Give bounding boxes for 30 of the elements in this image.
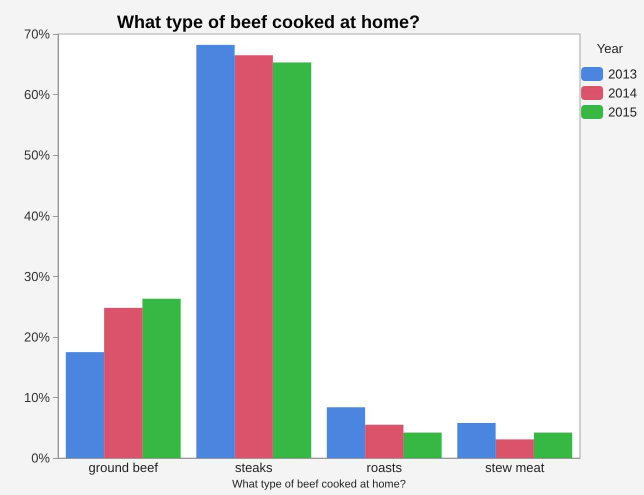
bar <box>403 432 442 458</box>
bar <box>142 298 181 458</box>
x-tick-label: stew meat <box>485 460 545 476</box>
y-tick-label: 50% <box>24 148 50 163</box>
y-tick-label: 70% <box>24 26 50 42</box>
bar <box>534 432 572 458</box>
bar <box>272 62 312 458</box>
bar <box>457 422 496 458</box>
y-tick-label: 0% <box>31 450 50 466</box>
bar <box>365 424 404 458</box>
chart-title: What type of beef cooked at home? <box>117 12 420 32</box>
y-tick-label: 10% <box>24 390 50 406</box>
bar <box>234 55 273 458</box>
x-tick-label: ground beef <box>88 460 158 476</box>
x-tick-label: roasts <box>366 460 402 476</box>
x-tick-label: steaks <box>234 460 274 476</box>
y-tick-label: 20% <box>24 329 50 344</box>
y-tick-label: 40% <box>24 208 50 224</box>
y-tick-label: 30% <box>24 268 50 284</box>
bar <box>326 407 366 458</box>
bar <box>496 439 534 458</box>
bar <box>196 44 235 458</box>
bar <box>104 308 142 458</box>
legend-label: 2014 <box>608 86 637 100</box>
legend-label: 2015 <box>608 104 637 120</box>
legend-label: 2013 <box>608 66 637 82</box>
bar <box>66 352 104 458</box>
y-tick-label: 60% <box>24 87 50 102</box>
legend-title: Year <box>596 41 624 56</box>
x-axis-title: What type of beef cooked at home? <box>232 478 406 490</box>
